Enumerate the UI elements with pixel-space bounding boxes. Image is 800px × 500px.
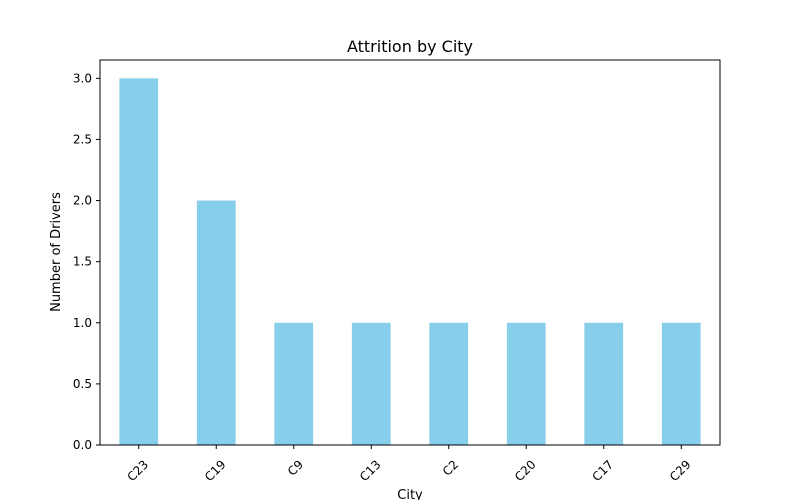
y-tick-label-1: 0.5 [73,377,92,391]
bar-C2 [429,322,469,445]
chart-title: Attrition by City [347,37,473,56]
bar-C20 [506,322,546,445]
x-tick-label-C9: C9 [285,457,306,478]
x-tick-label-C13: C13 [357,457,384,484]
bar-C17 [584,322,624,445]
x-tick-label-C29: C29 [667,457,694,484]
x-tick-label-C23: C23 [124,457,151,484]
y-tick-label-2: 1.0 [73,316,92,330]
y-tick-label-0: 0.0 [73,438,92,452]
x-axis: C23 C19 C9 C13 C2 C20 C17 C29 [124,445,694,484]
y-tick-label-6: 3.0 [73,71,92,85]
y-tick-label-4: 2.0 [73,194,92,208]
bar-C9 [274,322,314,445]
y-tick-label-3: 1.5 [73,255,92,269]
x-tick-label-C2: C2 [440,457,461,478]
x-tick-label-C19: C19 [202,457,229,484]
x-axis-label: City [397,488,423,500]
bar-C19 [196,200,236,445]
y-axis: 0.0 0.5 1.0 1.5 2.0 2.5 3.0 [73,71,100,452]
x-tick-label-C20: C20 [512,457,539,484]
plot-frame [99,59,721,446]
y-tick-label-5: 2.5 [73,132,92,146]
bars-group [119,78,701,445]
bar-C29 [661,322,701,445]
bar-C13 [351,322,391,445]
bar-C23 [119,78,159,445]
y-axis-label: Number of Drivers [49,192,64,312]
x-tick-label-C17: C17 [589,457,616,484]
